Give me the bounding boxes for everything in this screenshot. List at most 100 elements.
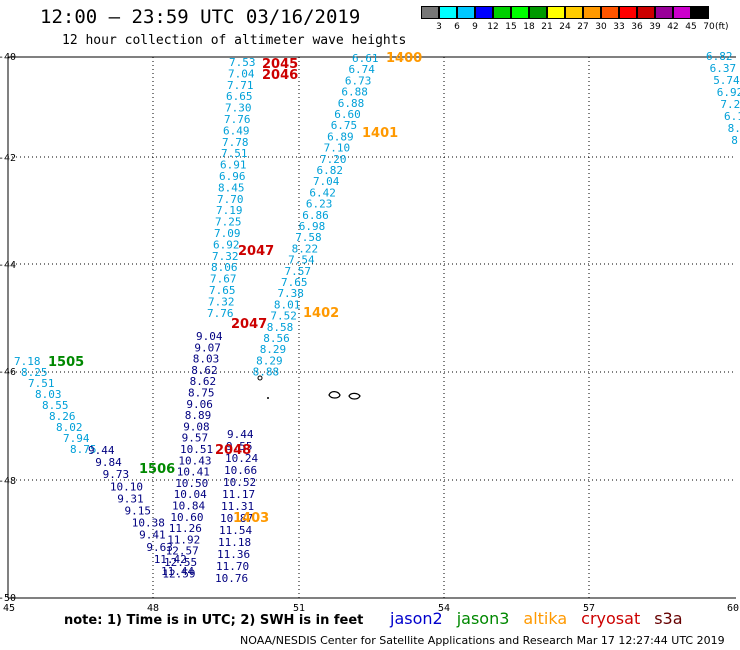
credit-line: NOAA/NESDIS Center for Satellite Applica… (240, 634, 725, 647)
wave-height-label: 11.92 (167, 533, 200, 546)
colorbar-swatch (439, 6, 457, 19)
wave-height-label: 6.92 (213, 238, 240, 251)
wave-height-label: 10.43 (178, 454, 211, 467)
wave-height-label: 7.53 (229, 56, 256, 69)
colorbar-label: 42 (667, 22, 679, 32)
wave-height-label: 6.88 (341, 86, 368, 99)
colorbar-swatch (583, 6, 601, 19)
wave-height-label: 8.75 (70, 443, 97, 456)
wave-height-label: 9.31 (117, 492, 144, 505)
wave-height-label: 8.0 (731, 134, 740, 147)
map-subtitle: 12 hour collection of altimeter wave hei… (62, 33, 407, 48)
colorbar-swatch (421, 6, 439, 19)
colorbar-label: 27 (577, 22, 589, 32)
wave-height-label: 12.55 (164, 556, 197, 569)
colorbar-swatch (601, 6, 619, 19)
lat-label: -42 (0, 153, 16, 164)
wave-height-label: 8.56 (263, 332, 290, 345)
colorbar-label: 9 (472, 22, 478, 32)
wave-height-label: 11.17 (222, 488, 255, 501)
wave-height-label: 6.92 (717, 86, 740, 99)
wave-height-label: 7.32 (208, 295, 235, 308)
wave-height-label: 8.62 (190, 375, 217, 388)
colorbar-swatch (673, 6, 691, 19)
pass-time-label: 2047 (238, 244, 274, 259)
wave-height-label: 9.44 (227, 428, 254, 441)
graticule (8, 57, 736, 598)
satellite-legend-item: s3a (654, 609, 683, 628)
wave-height-label: 8.29 (256, 354, 283, 367)
wave-height-label: 7.54 (288, 254, 315, 267)
wave-height-label: 9.63 (146, 541, 173, 554)
pass-time-label: 1402 (303, 306, 339, 321)
wave-height-label: 8.17 (728, 122, 740, 135)
wave-height-label: 7.18 (14, 355, 41, 368)
colorbar-label: 21 (541, 22, 553, 32)
wave-height-label: 10.51 (180, 443, 213, 456)
wave-height-label: 6.88 (338, 97, 365, 110)
wave-height-label: 8.88 (253, 366, 280, 379)
wave-height-label: 7.58 (295, 231, 322, 244)
colorbar-swatch (475, 6, 493, 19)
units-note: note: 1) Time is in UTC; 2) SWH is in fe… (64, 613, 364, 628)
satellite-legend-item: jason2 (390, 609, 443, 628)
wave-height-label: 11.42 (154, 553, 187, 566)
wave-height-label: 7.09 (214, 227, 241, 240)
colorbar-label: 45 (685, 22, 697, 32)
wave-height-label: 8.03 (193, 353, 220, 366)
wave-height-label: 10.24 (225, 452, 258, 465)
wave-height-label: 9.07 (194, 341, 221, 354)
wave-height-label: 11.31 (221, 500, 254, 513)
wave-height-label: 5.74 (713, 74, 740, 87)
wave-height-label: 8.45 (218, 181, 245, 194)
pass-time-label: 1505 (48, 355, 84, 370)
pass-time-label: 2048 (215, 443, 251, 458)
colorbar-label: 18 (523, 22, 535, 32)
lon-label: 57 (583, 603, 595, 614)
colorbar-label: 36 (631, 22, 643, 32)
wave-height-label: 7.65 (209, 284, 236, 297)
lon-label: 48 (147, 603, 159, 614)
lon-label: 60 (727, 603, 739, 614)
wave-height-label: 7.29 (720, 98, 740, 111)
wave-height-label: 7.51 (221, 147, 248, 160)
wave-height-label: 7.94 (63, 432, 90, 445)
wave-height-label: 6.17 (724, 110, 740, 123)
wave-height-label: 9.06 (186, 398, 213, 411)
wave-height-label: 8.62 (191, 364, 218, 377)
wave-height-label: 7.76 (224, 113, 251, 126)
wave-height-label: 7.65 (281, 276, 308, 289)
wave-height-label: 12.59 (162, 567, 195, 580)
wave-height-labels: 7.537.047.716.657.307.766.497.787.516.91… (14, 50, 740, 585)
wave-height-label: 7.57 (285, 265, 312, 278)
wave-height-label: 7.20 (320, 153, 347, 166)
wave-height-label: 10.52 (223, 476, 256, 489)
wave-height-label: 6.42 (309, 186, 336, 199)
wave-height-label: 7.71 (227, 79, 254, 92)
wave-height-label: 10.76 (215, 572, 248, 585)
satellite-legend-item: jason3 (456, 609, 510, 628)
wave-height-label: 7.32 (212, 250, 239, 263)
wave-height-label: 7.04 (228, 67, 255, 80)
map-title: 12:00 – 23:59 UTC 03/16/2019 (40, 6, 361, 28)
wave-height-label: 6.74 (348, 63, 375, 76)
colorbar-unit: (ft) (715, 22, 729, 32)
wave-height-label: 11.36 (217, 548, 250, 561)
lon-label: 45 (3, 603, 15, 614)
lat-label: -44 (0, 260, 16, 271)
wave-height-label: 8.89 (185, 409, 212, 422)
wave-height-label: 8.58 (267, 321, 294, 334)
wave-height-label: 6.23 (306, 198, 333, 211)
pass-time-label: 1401 (362, 126, 398, 141)
island-outline (328, 390, 341, 399)
wave-height-label: 10.10 (110, 480, 143, 493)
satellite-legend-item: cryosat (581, 609, 641, 628)
wave-height-label: 9.04 (196, 330, 223, 343)
wave-height-label: 10.04 (174, 488, 207, 501)
wave-height-label: 6.73 (345, 74, 372, 87)
wave-height-label: 6.61 (352, 52, 379, 65)
lon-label: 51 (293, 603, 305, 614)
wave-height-label: 7.10 (324, 142, 351, 155)
lat-label: -48 (0, 476, 16, 487)
colorbar-swatch (637, 6, 655, 19)
